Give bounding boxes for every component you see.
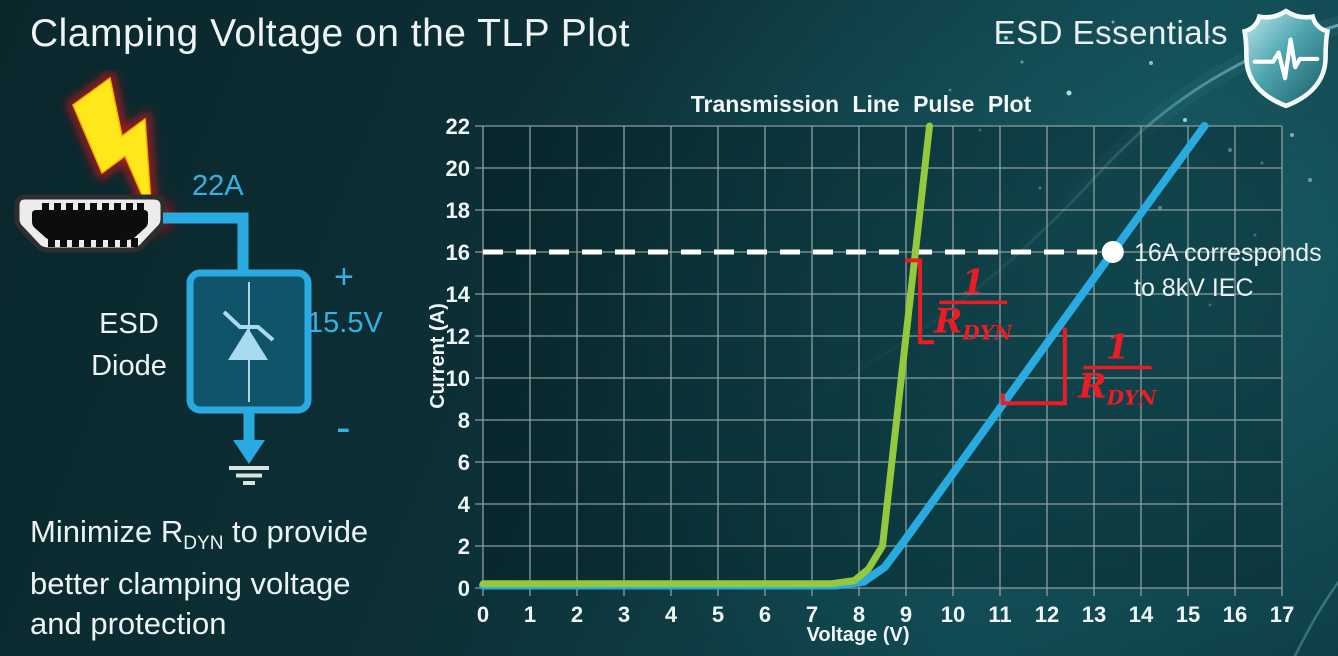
brand: ESD Essentials (994, 6, 1332, 110)
esd-circuit-diagram: 22A ESD Diode + 15.5V - (14, 70, 383, 485)
x-tick-label: 5 (712, 602, 724, 627)
brand-text: ESD Essentials (993, 14, 1228, 51)
y-tick-label: 12 (446, 324, 470, 349)
zener-bar (222, 310, 275, 342)
x-tick-label: 16 (1223, 602, 1247, 627)
rdyn-fraction-numerator: 1 (1106, 328, 1130, 368)
y-tick-label: 4 (458, 492, 471, 517)
x-tick-label: 10 (941, 602, 965, 627)
component-label-line1: ESD (99, 308, 159, 340)
marker-annotation-line1: 16A corresponds (1134, 239, 1322, 267)
x-tick-label: 0 (477, 602, 489, 627)
y-tick-label: 22 (446, 114, 470, 139)
slope-bracket (905, 258, 935, 345)
star-dots (948, 20, 1312, 307)
y-tick-label: 14 (446, 282, 471, 307)
note-line-2: better clamping voltage (30, 566, 351, 602)
pulse-line-icon (1252, 37, 1320, 81)
x-tick-label: 11 (988, 602, 1011, 627)
y-tick-label: 6 (458, 450, 470, 475)
rdyn-subscript: DYN (183, 533, 224, 555)
series-low-rdyn-diode (479, 122, 933, 588)
x-tick-label: 1 (524, 602, 536, 627)
16a-marker-dot (1101, 241, 1124, 263)
diode-triangle (228, 328, 268, 360)
ground-path (233, 410, 265, 464)
signal-wire (163, 212, 249, 276)
hdmi-pins (42, 203, 144, 247)
polarity-plus-label: + (334, 258, 354, 296)
y-axis-label: Current (A) (427, 303, 449, 409)
x-axis-label: Voltage (V) (807, 624, 910, 646)
x-tick-label: 13 (1082, 602, 1106, 627)
ground-icon (229, 466, 269, 485)
x-tick-label: 3 (618, 602, 630, 627)
chart-grid (475, 125, 1283, 596)
slope-bracket (1000, 327, 1067, 406)
y-tick-label: 18 (446, 198, 470, 223)
component-label-line2: Diode (91, 350, 167, 382)
chart-ticks: 0 1 2 3 4 5 6 7 8 9 10 11 12 13 14 15 16 1702468101214161… (446, 114, 1295, 627)
surge-current-label: 22A (192, 170, 244, 202)
x-tick-label: 6 (759, 602, 771, 627)
x-tick-label: 8 (853, 602, 865, 627)
x-tick-label: 17 (1270, 602, 1294, 627)
note-line-1: Minimize RDYN to provide (30, 514, 369, 555)
x-tick-label: 12 (1035, 602, 1059, 627)
y-tick-label: 2 (458, 534, 470, 559)
clamping-voltage-label: 15.5V (307, 307, 383, 339)
y-tick-label: 8 (458, 408, 470, 433)
x-tick-label: 9 (900, 602, 912, 627)
x-tick-label: 2 (571, 602, 583, 627)
marker-annotation-line2: to 8kV IEC (1134, 274, 1254, 302)
y-tick-label: 20 (446, 156, 470, 181)
x-tick-label: 14 (1129, 602, 1154, 627)
chart-marker (1101, 241, 1124, 263)
x-tick-label: 4 (665, 602, 678, 627)
shield-logo-icon (1241, 8, 1331, 109)
takeaway-note: Minimize RDYN to provide better clamping… (30, 512, 368, 644)
x-tick-label: 15 (1176, 602, 1200, 627)
polarity-minus-label: - (336, 403, 351, 452)
y-tick-label: 0 (458, 576, 470, 601)
rdyn-fraction-numerator: 1 (961, 262, 985, 302)
y-tick-label: 10 (446, 366, 470, 391)
x-tick-label: 7 (806, 602, 818, 627)
hdmi-connector-icon (14, 194, 166, 253)
page-title: Clamping Voltage on the TLP Plot (30, 12, 630, 55)
chart-title: Transmission Line Pulse Plot (691, 91, 1032, 117)
y-tick-label: 16 (446, 240, 470, 265)
note-line-3: and protection (30, 606, 227, 642)
